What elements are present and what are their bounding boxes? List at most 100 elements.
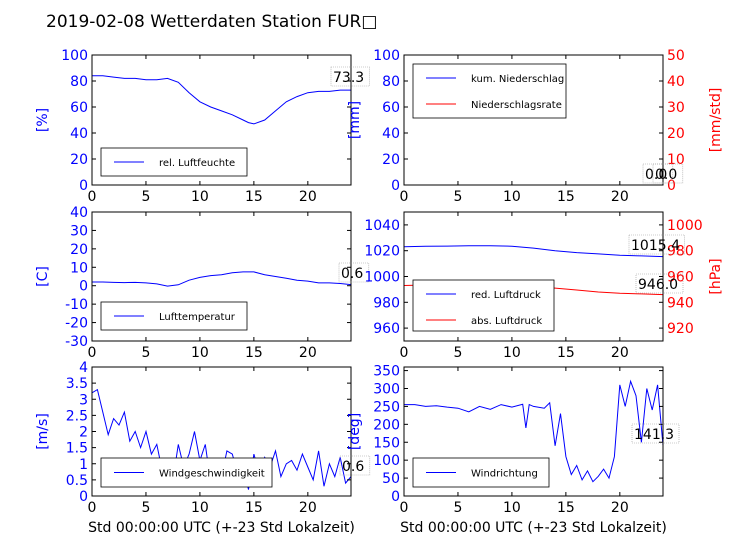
y-tick-label: 980 — [373, 295, 400, 311]
annotation-text: 141.3 — [634, 427, 674, 443]
series-line-1 — [404, 245, 663, 258]
value-annotation: 0.6 — [339, 455, 371, 476]
annotation-text: 1015.4 — [631, 238, 680, 254]
y-right-tick-label: 980 — [667, 244, 694, 260]
x-tick-label: 5 — [453, 345, 462, 361]
panel-3: 0 5 10 15 20 -30 -20 -10 0 10 20 30 40 [C] Lufttempera… — [35, 205, 370, 361]
x-tick-label: 10 — [503, 345, 521, 361]
legend-label: Windgeschwindigkeit — [159, 469, 265, 480]
y-right-tick-label: 1000 — [667, 218, 703, 234]
y-right-tick-label: 940 — [667, 295, 694, 311]
annotation-text: 0.6 — [341, 266, 363, 282]
x-tick-label: 10 — [503, 500, 521, 516]
y-tick-label: 0 — [79, 178, 88, 194]
legend: red. Luftdruck abs. Luftdruck — [412, 279, 555, 332]
y-tick-label: 40 — [70, 205, 88, 221]
y-right-axis-label: [mm/std] — [708, 88, 724, 153]
x-axis-label: Std 00:00:00 UTC (+-23 Std Lokalzeit) — [88, 520, 355, 536]
x-tick-label: 20 — [611, 189, 629, 205]
legend: kum. Niederschlag Niederschlagsrate — [412, 63, 567, 119]
legend-box — [412, 279, 555, 332]
y-tick-label: 250 — [373, 399, 400, 415]
series-line-1 — [92, 271, 351, 287]
x-tick-label: 0 — [88, 500, 97, 516]
y-tick-label: 50 — [382, 471, 400, 487]
value-annotation: 0.6 — [338, 262, 370, 283]
annotation-text: 73.3 — [333, 70, 364, 86]
x-axis-label: Std 00:00:00 UTC (+-23 Std Lokalzeit) — [400, 520, 667, 536]
y-tick-label: 0 — [79, 279, 88, 295]
legend-label: Niederschlagsrate — [471, 100, 562, 111]
x-tick-label: 15 — [557, 345, 575, 361]
y-axis-label: [m/s] — [35, 413, 51, 450]
y-tick-label: 40 — [70, 126, 88, 142]
x-tick-label: 0 — [400, 189, 409, 205]
legend-label: red. Luftdruck — [471, 290, 541, 301]
y-tick-label: -30 — [65, 334, 88, 350]
y-tick-label: 1 — [79, 457, 88, 473]
annotation-text: 0.6 — [342, 459, 364, 475]
y-tick-label: 3 — [79, 392, 88, 408]
x-tick-label: 10 — [191, 500, 209, 516]
y-tick-label: 150 — [373, 435, 400, 451]
value-annotation: 141.3 — [631, 423, 680, 444]
y-axis-label: [mm] — [347, 101, 363, 139]
y-tick-label: 80 — [382, 74, 400, 90]
x-tick-label: 5 — [141, 500, 150, 516]
x-tick-label: 15 — [557, 189, 575, 205]
x-tick-label: 10 — [191, 189, 209, 205]
y-right-tick-label: 30 — [667, 100, 685, 116]
y-tick-label: 30 — [70, 223, 88, 239]
y-tick-label: 40 — [382, 126, 400, 142]
plot-frame — [91, 54, 352, 186]
y-right-tick-label: 50 — [667, 48, 685, 64]
value-annotation: 73.3 — [330, 66, 370, 87]
annotation-box — [635, 273, 684, 294]
x-tick-label: 5 — [453, 500, 462, 516]
y-tick-label: 300 — [373, 382, 400, 398]
y-tick-label: -10 — [65, 297, 88, 313]
y-right-axis-label: [hPa] — [708, 258, 724, 294]
x-tick-label: 10 — [191, 345, 209, 361]
legend-box — [412, 63, 567, 119]
panel-5: 0 5 10 15 20 00.511.522.533.54 [m/s] Std 00:00:… — [35, 360, 371, 536]
y-tick-label: 1040 — [364, 218, 400, 234]
x-tick-label: 5 — [141, 345, 150, 361]
x-tick-label: 20 — [611, 500, 629, 516]
y-tick-label: 80 — [70, 74, 88, 90]
annotation-box — [330, 66, 370, 87]
legend: Windrichtung — [412, 457, 550, 488]
x-tick-label: 5 — [453, 189, 462, 205]
legend: rel. Luftfeuchte — [100, 147, 248, 177]
plot-frame — [403, 54, 664, 186]
annotation-box — [652, 163, 684, 184]
y-tick-label: 0 — [391, 489, 400, 505]
value-annotation: 946.0 — [635, 273, 684, 294]
y-tick-label: 0 — [391, 178, 400, 194]
legend-label: kum. Niederschlag — [471, 74, 564, 85]
annotation-box — [339, 455, 371, 476]
value-annotation: 0.0 — [652, 163, 684, 184]
y-tick-label: 960 — [373, 321, 400, 337]
y-right-tick-label: 40 — [667, 74, 685, 90]
y-tick-label: -20 — [65, 316, 88, 332]
y-tick-label: 100 — [373, 453, 400, 469]
y-tick-label: 100 — [373, 48, 400, 64]
y-tick-label: 0.5 — [66, 473, 88, 489]
y-tick-label: 2.5 — [66, 408, 88, 424]
x-tick-label: 15 — [245, 345, 263, 361]
x-tick-label: 20 — [299, 345, 317, 361]
y-right-tick-label: 0 — [667, 178, 676, 194]
series-line-1 — [404, 379, 663, 483]
x-tick-label: 0 — [88, 189, 97, 205]
y-tick-label: 60 — [382, 100, 400, 116]
legend-label: Lufttemperatur — [159, 312, 236, 323]
panel-4: 0 5 10 15 2096098010001020104092094096098010… — [364, 211, 724, 361]
y-tick-label: 20 — [70, 242, 88, 258]
y-tick-label: 60 — [70, 100, 88, 116]
x-tick-label: 0 — [88, 345, 97, 361]
legend: Lufttemperatur — [100, 301, 248, 331]
y-tick-label: 100 — [61, 48, 88, 64]
